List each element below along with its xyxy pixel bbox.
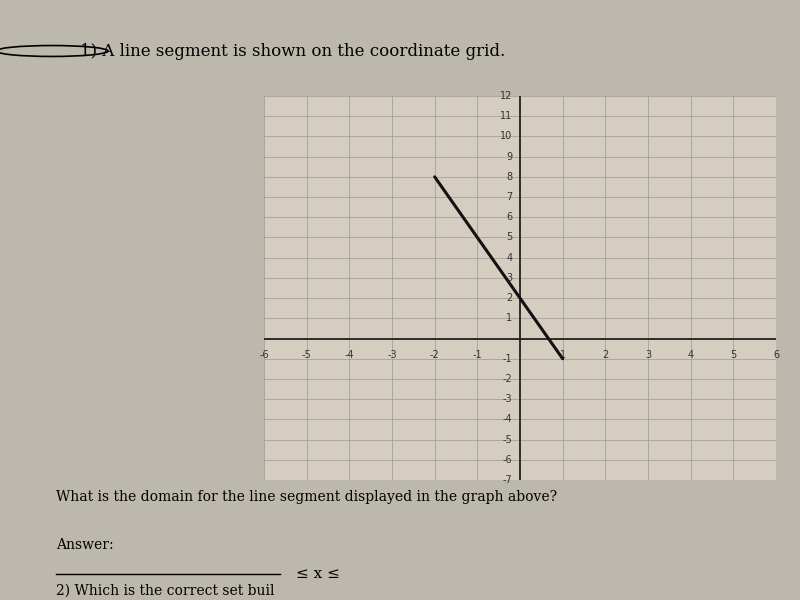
Text: 10: 10 <box>500 131 512 142</box>
Text: -3: -3 <box>387 350 397 359</box>
Text: 9: 9 <box>506 152 512 161</box>
Text: 3: 3 <box>506 273 512 283</box>
Text: -2: -2 <box>502 374 512 384</box>
Text: 4: 4 <box>688 350 694 359</box>
Text: 3: 3 <box>645 350 651 359</box>
Text: -6: -6 <box>502 455 512 465</box>
Text: 2) Which is the correct set buil: 2) Which is the correct set buil <box>56 584 274 598</box>
Text: 1: 1 <box>506 313 512 323</box>
Text: -5: -5 <box>302 350 311 359</box>
Text: 5: 5 <box>730 350 737 359</box>
Text: -5: -5 <box>502 434 512 445</box>
Text: -4: -4 <box>345 350 354 359</box>
Text: -3: -3 <box>502 394 512 404</box>
Text: 6: 6 <box>506 212 512 222</box>
Text: 7: 7 <box>506 192 512 202</box>
Text: -1: -1 <box>473 350 482 359</box>
Text: ≤ x ≤: ≤ x ≤ <box>296 566 340 581</box>
Text: 8: 8 <box>506 172 512 182</box>
Text: 2: 2 <box>602 350 609 359</box>
Text: 1) A line segment is shown on the coordinate grid.: 1) A line segment is shown on the coordi… <box>80 43 506 59</box>
Text: Answer:: Answer: <box>56 538 114 551</box>
Text: 11: 11 <box>500 111 512 121</box>
Text: 1: 1 <box>560 350 566 359</box>
Text: What is the domain for the line segment displayed in the graph above?: What is the domain for the line segment … <box>56 490 557 503</box>
Text: 5: 5 <box>506 232 512 242</box>
Text: 12: 12 <box>500 91 512 101</box>
Text: 6: 6 <box>773 350 779 359</box>
Text: -7: -7 <box>502 475 512 485</box>
Text: -1: -1 <box>502 354 512 364</box>
Text: -2: -2 <box>430 350 439 359</box>
Text: 4: 4 <box>506 253 512 263</box>
Text: 2: 2 <box>506 293 512 303</box>
Text: -4: -4 <box>502 415 512 424</box>
Text: -6: -6 <box>259 350 269 359</box>
